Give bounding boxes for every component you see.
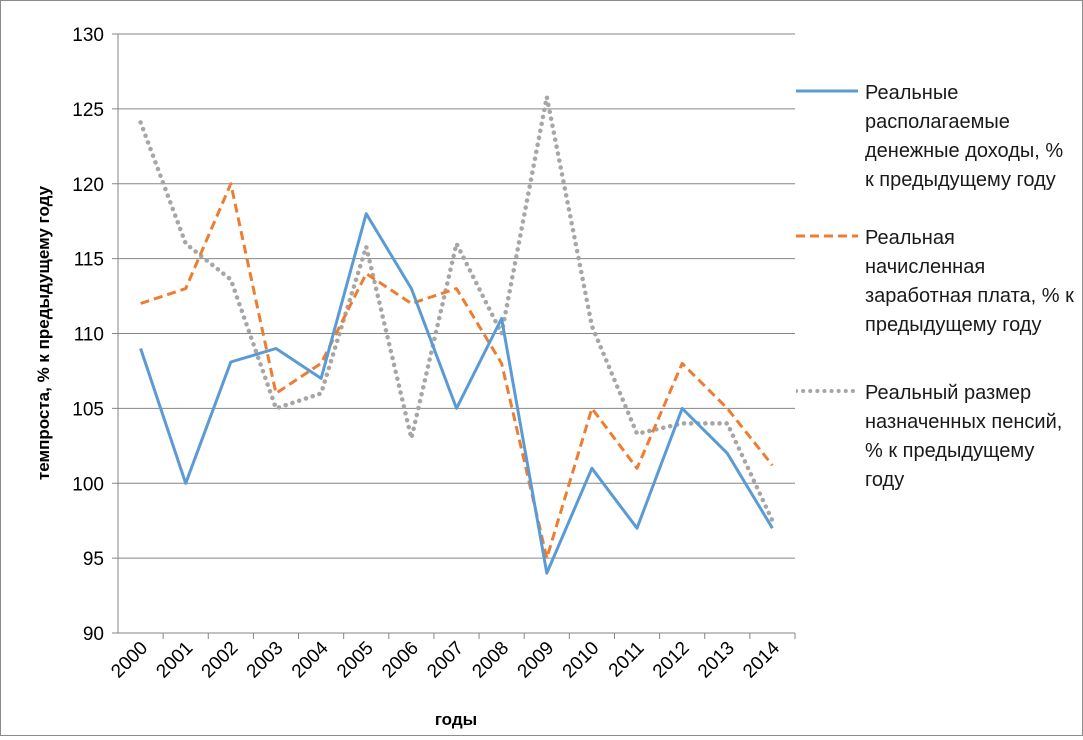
y-tick-label: 125 [72,100,104,121]
y-tick-label: 90 [83,624,104,645]
x-tick-label: 2014 [739,637,784,682]
x-tick-label: 2002 [198,638,243,683]
series-line-wages [140,182,774,560]
y-tick-label: 100 [72,474,104,495]
x-tick-label: 2000 [107,638,152,683]
x-tick-label: 2013 [694,638,739,683]
y-tick-label: 105 [72,399,104,420]
legend-item-wages: Реальная начисленная заработная плата, %… [796,224,1076,379]
x-tick-label: 2008 [468,638,513,683]
legend-label-wages: Реальная начисленная заработная плата, %… [865,227,1074,336]
legend-item-incomes: Реальные располагаемые денежные доходы, … [796,79,1076,224]
x-tick-label: 2004 [288,637,333,682]
x-tick-labels: 2000 2001 2002 2003 2004 2005 2006 2007 2008 2009… [107,633,796,683]
x-axis-title: годы [435,710,477,729]
y-tick-label: 130 [72,25,104,46]
y-tick-label: 110 [74,325,104,346]
legend-swatch-incomes [796,89,858,93]
legend-label-incomes: Реальные располагаемые денежные доходы, … [865,82,1064,191]
x-tick-label: 2009 [514,638,559,683]
x-tick-label: 2006 [378,638,423,683]
y-axis-title: темпроста, % к предыдущему году [34,185,53,480]
y-tick-label: 95 [83,549,104,570]
x-tick-label: 2010 [559,638,604,683]
y-tick-label: 115 [74,250,104,271]
gridlines [118,33,795,559]
legend-item-pensions: Реальный размер назначенных пенсий, % к … [796,379,1076,495]
legend-swatch-wages [796,234,858,238]
series-lines [138,94,775,575]
legend-swatch-pensions [796,389,858,393]
series-line-pensions [138,94,775,523]
x-tick-label: 2012 [649,638,694,683]
legend: Реальные располагаемые денежные доходы, … [796,79,1076,495]
y-tick-labels: 90 95 100 105 110 115 120 125 130 [72,25,118,645]
x-tick-label: 2007 [423,638,468,683]
series-line-incomes [139,212,774,575]
x-tick-label: 2005 [333,638,378,683]
y-tick-label: 120 [72,175,104,196]
x-tick-label: 2001 [152,638,197,683]
x-tick-label: 2011 [605,638,649,682]
legend-label-pensions: Реальный размер назначенных пенсий, % к … [865,382,1063,491]
x-tick-label: 2003 [243,638,288,683]
